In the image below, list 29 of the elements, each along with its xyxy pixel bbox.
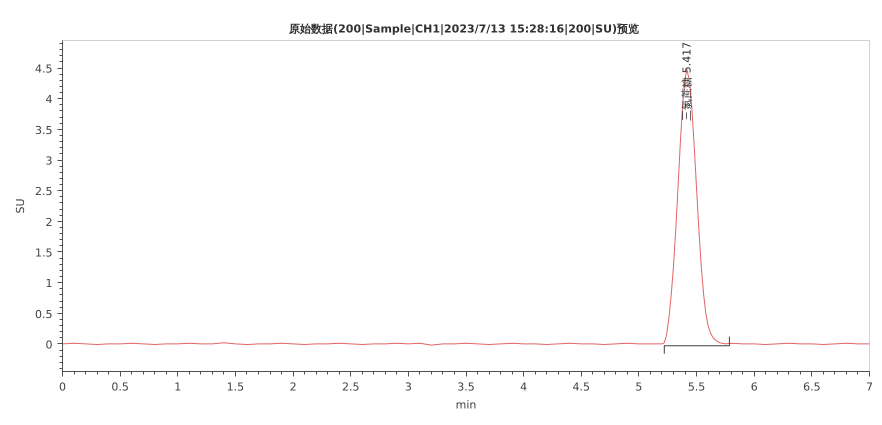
y-axis-title: SU [14,198,28,214]
y-tick-label: 0.5 [35,308,53,321]
y-tick-label: 2.5 [35,185,53,198]
x-tick-label: 7 [866,380,873,394]
x-tick-label: 5 [635,380,642,394]
y-tick-label: 0 [46,338,52,352]
chart-title: 原始数据(200|Sample|CH1|2023/7/13 15:28:16|200|SU)预览 [288,22,640,36]
x-tick-label: 3 [404,380,412,394]
x-tick-label: 4 [520,380,528,394]
x-tick-label: 6 [750,380,758,394]
x-tick-label: 1.5 [226,380,244,394]
annotation: 三氯蔗糖 5.417 [680,42,694,121]
x-tick-label: 2.5 [342,380,360,394]
y-tick-label: 1 [46,277,52,290]
y-tick-label: 4.5 [35,62,53,76]
x-tick-label: 0.5 [111,380,129,394]
y-tick-label: 3.5 [35,124,53,137]
y-tick-label: 2 [46,216,52,229]
y-tick-label: 1.5 [35,246,53,260]
y-tick-label: 4 [46,93,52,106]
y-tick-label: 3 [46,154,52,168]
x-tick-label: 6.5 [803,380,821,394]
x-tick-label: 2 [290,380,297,394]
x-tick-label: 1 [174,380,182,394]
x-tick-label: 4.5 [572,380,590,394]
x-tick-label: 5.5 [688,380,706,394]
x-axis-title: min [456,398,476,412]
x-tick-label: 3.5 [457,380,475,394]
x-tick-label: 0 [59,380,66,394]
